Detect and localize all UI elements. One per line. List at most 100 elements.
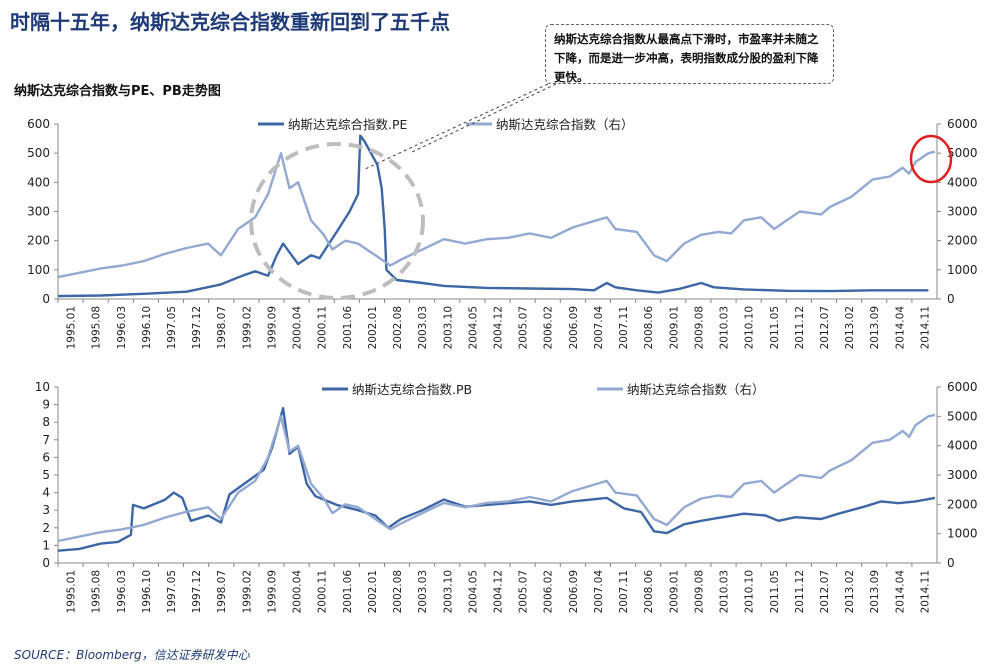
chart-subtitle: 纳斯达克综合指数与PE、PB走势图 [14,84,221,99]
legend-label: 纳斯达克综合指数.PB [352,382,472,397]
x-tick-label: 1996.03 [116,570,128,613]
x-tick-label: 2012.07 [819,306,831,349]
x-tick-label: 2004.05 [467,306,479,349]
x-tick-label: 2014.11 [919,570,931,613]
x-tick-label: 2001.06 [342,570,354,614]
y-left-tick-label: 7 [42,433,50,447]
x-tick-label: 1998.07 [216,570,228,613]
y-left-tick-label: 3 [42,503,50,517]
x-tick-label: 2005.07 [518,306,530,349]
y-left-tick-label: 0 [42,292,50,306]
highlight-circle-dashed [249,142,425,300]
x-tick-label: 2000.04 [292,306,304,350]
chart-panel-2: 0 1 2 3 4 5 6 7 8 9 10 0 1000 2000 3000 4000 5000 6000 199… [35,380,978,613]
x-tick-label: 2007.11 [618,570,630,613]
series-line-ratio [57,406,936,552]
x-tick-label: 2002.08 [392,306,404,349]
x-tick-label: 2006.02 [543,570,555,613]
x-tick-label: 2013.02 [844,306,856,349]
y-left-tick-label: 1 [42,538,50,552]
x-tick-label: 2010.03 [719,570,731,613]
y-left-tick-label: 0 [42,556,50,570]
x-tick-label: 2011.05 [769,306,781,349]
y-right-tick-label: 3000 [947,468,978,482]
x-tick-label: 2003.10 [442,570,454,613]
y-right-tick-label: 2000 [947,234,978,248]
x-tick-label: 2010.10 [744,306,756,349]
x-tick-label: 2004.05 [467,570,479,613]
x-tick-label: 2014.04 [894,570,906,614]
x-tick-label: 2002.01 [367,306,379,349]
y-right-tick-label: 6000 [947,380,978,394]
y-right-tick-label: 0 [947,292,955,306]
x-tick-label: 2006.09 [568,570,580,613]
x-tick-label: 1999.09 [266,570,278,613]
y-right-tick-label: 2000 [947,497,978,511]
x-tick-label: 2013.09 [869,570,881,613]
series-line-index [57,150,936,279]
legend-label: 纳斯达克综合指数.PE [288,117,408,132]
x-tick-label: 2010.03 [719,306,731,349]
legend-label: 纳斯达克综合指数（右） [496,117,634,132]
callout-leader-line [362,83,549,171]
y-left-tick-label: 5 [42,468,50,482]
legend-label: 纳斯达克综合指数（右） [627,382,765,397]
y-right-tick-label: 6000 [947,117,978,131]
y-right-tick-label: 4000 [947,439,978,453]
x-tick-label: 2003.03 [417,306,429,349]
x-tick-label: 1999.02 [241,570,253,613]
x-tick-label: 2014.11 [919,306,931,349]
y-right-tick-label: 4000 [947,175,978,189]
x-tick-label: 2011.12 [794,306,806,349]
x-tick-label: 2000.11 [317,570,329,613]
x-tick-label: 2011.05 [769,570,781,613]
y-left-tick-label: 200 [27,234,50,248]
x-tick-label: 2002.08 [392,570,404,613]
source-note: SOURCE：Bloomberg，信达证券研发中心 [14,648,250,662]
x-tick-label: 2001.06 [342,306,354,350]
y-right-tick-label: 1000 [947,527,978,541]
highlight-circle-red [909,134,953,184]
y-right-tick-label: 3000 [947,205,978,219]
x-tick-label: 1995.08 [91,570,103,613]
x-tick-label: 1996.10 [141,306,153,349]
x-tick-label: 2004.12 [493,306,505,349]
y-left-tick-label: 300 [27,205,50,219]
x-tick-label: 2006.09 [568,306,580,349]
x-tick-label: 2009.01 [668,570,680,613]
x-tick-label: 2005.07 [518,570,530,613]
chart-panel-1: 0100200300400500600010002000300040005000… [27,83,978,350]
x-tick-label: 1999.02 [241,306,253,349]
y-left-tick-label: 10 [35,380,50,394]
y-right-tick-label: 0 [947,556,955,570]
x-tick-label: 1995.08 [91,306,103,349]
x-tick-label: 2008.06 [643,570,655,614]
x-tick-label: 1997.05 [166,570,178,613]
x-tick-label: 1997.12 [191,570,203,613]
y-left-tick-label: 9 [42,398,50,412]
y-left-tick-label: 6 [42,450,50,464]
chart-legend: 纳斯达克综合指数.PB 纳斯达克综合指数（右） [322,382,765,397]
y-left-tick-label: 4 [42,486,50,500]
x-tick-label: 2007.11 [618,306,630,349]
x-tick-label: 2009.08 [693,570,705,613]
x-tick-label: 2004.12 [493,570,505,613]
series-line-index [57,413,936,543]
y-right-tick-label: 1000 [947,263,978,277]
x-tick-label: 2003.10 [442,306,454,349]
y-left-tick-label: 2 [42,521,50,535]
x-tick-label: 2008.06 [643,306,655,350]
x-tick-label: 2006.02 [543,306,555,349]
x-tick-label: 2014.04 [894,306,906,350]
y-left-tick-label: 8 [42,415,50,429]
x-tick-label: 2007.04 [593,306,605,350]
y-left-tick-label: 600 [27,117,50,131]
x-tick-label: 1998.07 [216,306,228,349]
x-tick-label: 1995.01 [66,570,78,613]
x-tick-label: 2012.07 [819,570,831,613]
x-tick-label: 2000.04 [292,570,304,614]
x-tick-label: 1997.12 [191,306,203,349]
x-tick-label: 2009.01 [668,306,680,349]
chart-legend: 纳斯达克综合指数.PE 纳斯达克综合指数（右） [258,117,634,132]
